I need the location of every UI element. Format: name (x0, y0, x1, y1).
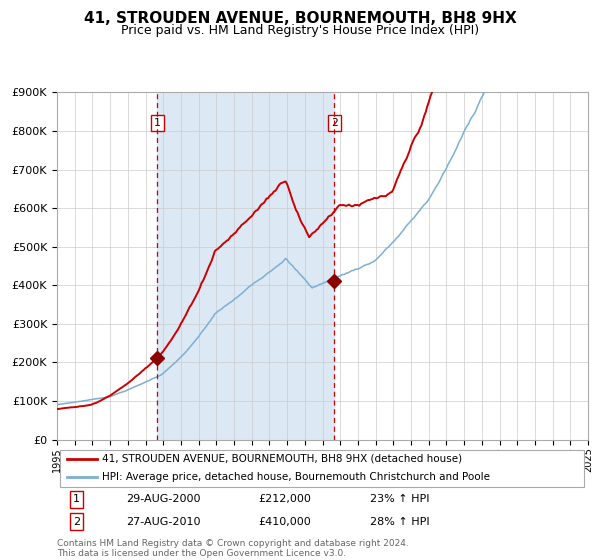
Text: 2: 2 (331, 118, 338, 128)
Text: 28% ↑ HPI: 28% ↑ HPI (370, 516, 430, 526)
Text: 1: 1 (73, 494, 80, 505)
Text: Price paid vs. HM Land Registry's House Price Index (HPI): Price paid vs. HM Land Registry's House … (121, 24, 479, 36)
Text: Contains HM Land Registry data © Crown copyright and database right 2024.: Contains HM Land Registry data © Crown c… (57, 539, 409, 548)
Text: £212,000: £212,000 (259, 494, 311, 505)
Text: 29-AUG-2000: 29-AUG-2000 (126, 494, 200, 505)
Text: 1: 1 (154, 118, 161, 128)
Bar (157, 92, 334, 440)
Text: 27-AUG-2010: 27-AUG-2010 (126, 516, 200, 526)
Text: 41, STROUDEN AVENUE, BOURNEMOUTH, BH8 9HX: 41, STROUDEN AVENUE, BOURNEMOUTH, BH8 9H… (83, 11, 517, 26)
Text: 41, STROUDEN AVENUE, BOURNEMOUTH, BH8 9HX (detached house): 41, STROUDEN AVENUE, BOURNEMOUTH, BH8 9H… (102, 454, 462, 464)
Text: 2: 2 (73, 516, 80, 526)
Text: 23% ↑ HPI: 23% ↑ HPI (370, 494, 430, 505)
Text: This data is licensed under the Open Government Licence v3.0.: This data is licensed under the Open Gov… (57, 549, 346, 558)
FancyBboxPatch shape (59, 450, 584, 487)
Text: HPI: Average price, detached house, Bournemouth Christchurch and Poole: HPI: Average price, detached house, Bour… (102, 473, 490, 482)
Text: £410,000: £410,000 (259, 516, 311, 526)
